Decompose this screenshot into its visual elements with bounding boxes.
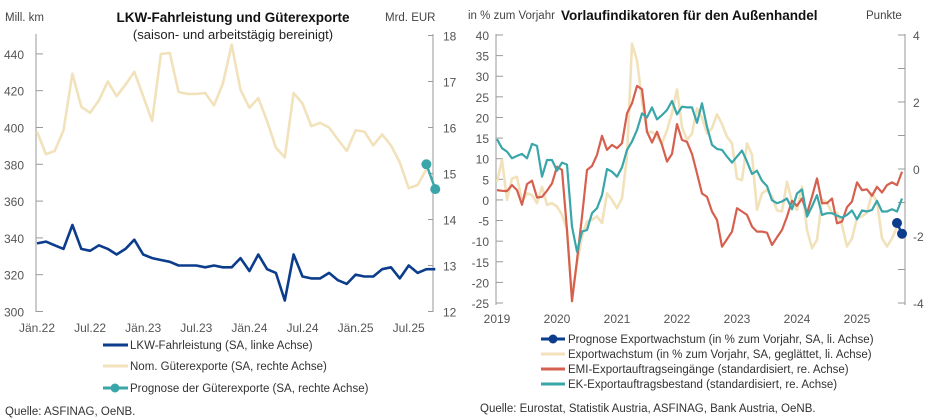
left-axis-tick-label: 10: [476, 153, 490, 167]
right-axis-tick-label: 4: [913, 29, 920, 43]
left-axis-tick-label: 15: [476, 132, 490, 146]
x-axis-tick-label: 2021: [604, 312, 631, 326]
source-note: Quelle: ASFINAG, OeNB.: [5, 406, 135, 418]
legend-marker-forecast: [110, 383, 120, 393]
series-lkw-line: [36, 223, 436, 302]
legend-marker-forecast: [548, 334, 558, 344]
right-axis-tick-label: 16: [443, 122, 457, 136]
x-axis-tick-label: Jul.23: [180, 321, 212, 335]
right-axis-unit: Punkte: [866, 10, 902, 22]
right-axis-tick-label: 18: [443, 30, 457, 44]
left-axis-tick-label: -15: [472, 256, 490, 270]
right-axis-tick-label: 2: [913, 96, 920, 110]
series-ek-line: [496, 99, 904, 253]
legend-label-lkw: LKW-Fahrleistung (SA, linke Achse): [130, 340, 313, 352]
x-axis-tick-label: 2019: [484, 312, 511, 326]
x-axis-tick-label: Jul.25: [393, 321, 425, 335]
right-axis-tick-label: 13: [443, 260, 457, 274]
left-axis-tick-label: 30: [476, 70, 490, 84]
left-axis-tick-label: -25: [472, 297, 490, 311]
left-axis-tick-label: 440: [4, 48, 24, 62]
x-axis-tick-label: 2024: [784, 312, 811, 326]
right-axis-tick-label: 12: [443, 306, 457, 320]
series-exports-line: [35, 43, 428, 190]
left-axis-tick-label: -20: [472, 276, 490, 290]
left-axis-tick-label: 400: [4, 122, 24, 136]
chart-leading-indicators: in % zum Vorjahr Vorlaufindikatoren für …: [468, 8, 924, 415]
legend-label-exports: Nom. Güterexporte (SA, rechte Achse): [130, 361, 327, 373]
legend-label-ek: EK-Exportauftragsbestand (standardisiert…: [568, 379, 837, 391]
x-axis-tick-label: Jän.23: [125, 321, 161, 335]
legend: LKW-Fahrleistung (SA, linke Achse) Nom. …: [103, 340, 369, 395]
left-axis-unit: Mill. km: [5, 12, 44, 24]
left-axis-tick-label: 20: [476, 111, 490, 125]
series-forecast-point: [430, 184, 441, 195]
x-axis-tick-label: Jul.22: [74, 321, 106, 335]
x-axis-tick-label: Jän.24: [231, 321, 267, 335]
x-axis-tick-label: 2025: [844, 312, 871, 326]
series-emi-line: [496, 84, 904, 303]
legend-label-emi: EMI-Exportauftragseingänge (standardisie…: [568, 364, 849, 376]
right-axis-tick-label: 0: [913, 163, 920, 177]
right-axis-tick-label: 14: [443, 214, 457, 228]
legend-label-exports: Exportwachstum (in % zum Vorjahr, SA, ge…: [568, 349, 872, 361]
left-axis-tick-label: 35: [476, 50, 490, 64]
left-axis-tick-label: 25: [476, 91, 490, 105]
right-axis-tick-label: 17: [443, 76, 457, 90]
left-axis-tick-label: 340: [4, 232, 24, 246]
x-axis-tick-label: Jän.22: [19, 321, 55, 335]
right-axis-tick-label: -4: [913, 297, 924, 311]
x-axis-tick-label: 2020: [544, 312, 571, 326]
legend-label-forecast: Prognose der Güterexporte (SA, rechte Ac…: [130, 383, 369, 395]
right-axis-tick-label: -2: [913, 230, 924, 244]
left-axis-unit: in % zum Vorjahr: [468, 10, 555, 22]
left-axis-tick-label: -5: [478, 215, 489, 229]
left-axis-tick-label: 300: [4, 306, 24, 320]
left-axis-tick-label: 0: [482, 194, 489, 208]
legend-label-forecast: Prognose Exportwachstum (in % zum Vorjah…: [568, 334, 874, 346]
right-axis-tick-label: 15: [443, 168, 457, 182]
chart-title: LKW-Fahrleistung und Güterexporte: [117, 10, 350, 25]
left-axis-tick-label: -10: [472, 235, 490, 249]
legend: Prognose Exportwachstum (in % zum Vorjah…: [541, 334, 874, 391]
series-forecast-point: [421, 159, 432, 170]
left-axis-tick-label: 380: [4, 158, 24, 172]
x-axis-tick-label: Jul.24: [286, 321, 318, 335]
x-axis-tick-label: 2023: [724, 312, 751, 326]
chart-lkw-exports: Mill. km LKW-Fahrleistung und Güterexpor…: [4, 10, 457, 418]
series-export-growth-line: [496, 42, 899, 298]
left-axis-tick-label: 40: [476, 29, 490, 43]
left-axis-tick-label: 360: [4, 195, 24, 209]
x-axis-tick-label: 2022: [664, 312, 691, 326]
x-axis-tick-label: Jän.25: [338, 321, 374, 335]
series-export-forecast-point: [892, 218, 902, 229]
chart-subtitle: (saison- und arbeitstägig bereinigt): [133, 27, 333, 42]
left-axis-tick-label: 420: [4, 85, 24, 99]
right-axis-unit: Mrd. EUR: [385, 12, 435, 24]
chart-title: Vorlaufindikatoren für den Außenhandel: [561, 8, 818, 23]
series-export-forecast-point: [897, 228, 907, 239]
left-axis-tick-label: 5: [482, 173, 489, 187]
source-note: Quelle: Eurostat, Statistik Austria, ASF…: [480, 403, 816, 415]
left-axis-tick-label: 320: [4, 269, 24, 283]
